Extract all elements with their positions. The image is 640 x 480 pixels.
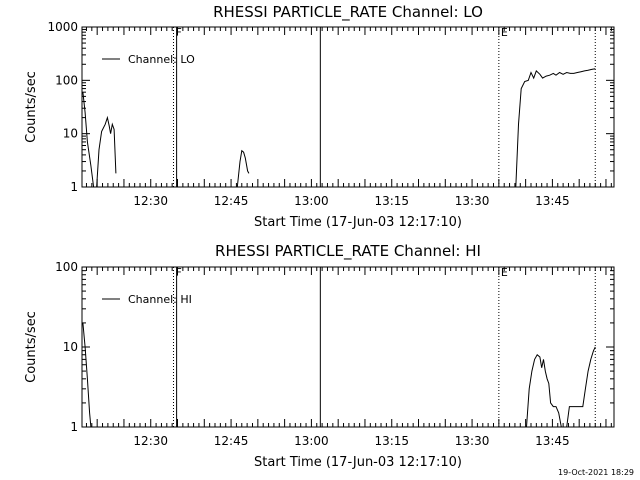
y-tick-label: 100 [55, 260, 78, 274]
x-tick-label: 13:15 [374, 434, 409, 448]
y-axis-label: Counts/sec [24, 311, 39, 383]
chart-panel-hi: RHESSI PARTICLE_RATE Channel: HI F E 12:30 1… [24, 242, 615, 470]
x-tick-label: 13:15 [374, 194, 409, 208]
chart-title: RHESSI PARTICLE_RATE Channel: LO [213, 3, 483, 22]
x-tick-label: 12:45 [214, 194, 249, 208]
marker-label-f: F [175, 266, 181, 279]
y-tick-label: 10 [63, 127, 78, 141]
marker-label-e: E [501, 26, 508, 39]
chart-title: RHESSI PARTICLE_RATE Channel: HI [215, 242, 481, 261]
legend: Channel: HI [102, 293, 192, 306]
y-tick-label: 1000 [47, 20, 78, 34]
x-tick-label: 13:45 [535, 434, 570, 448]
y-tick-label: 100 [55, 73, 78, 87]
y-axis-label: Counts/sec [24, 71, 39, 143]
series-line-segment-0 [82, 322, 92, 427]
plot-frame [81, 26, 615, 188]
series-line-segment-1 [526, 346, 596, 427]
y-tick-label: 1 [70, 180, 78, 194]
x-tick-label: 13:30 [455, 434, 490, 448]
marker-label-f: F [175, 26, 181, 39]
x-axis-label: Start Time (17-Jun-03 12:17:10) [254, 455, 462, 470]
x-tick-label: 13:30 [455, 194, 490, 208]
plot-frame [81, 266, 615, 428]
legend-label: Channel: HI [128, 293, 192, 306]
x-tick-label: 12:30 [133, 194, 168, 208]
footer-timestamp: 19-Oct-2021 18:29 [558, 468, 634, 477]
marker-label-e: E [501, 266, 508, 279]
x-tick-label: 13:45 [535, 194, 570, 208]
legend: Channel: LO [102, 53, 195, 66]
series-line-segment-2 [515, 68, 596, 187]
chart-panel-lo: RHESSI PARTICLE_RATE Channel: LO F E 12:30 1… [24, 3, 615, 230]
x-tick-label: 12:30 [133, 434, 168, 448]
x-axis-label: Start Time (17-Jun-03 12:17:10) [254, 215, 462, 230]
x-tick-label: 13:00 [294, 194, 329, 208]
legend-label: Channel: LO [128, 53, 195, 66]
y-tick-label: 10 [63, 340, 78, 354]
y-tick-label: 1 [70, 420, 78, 434]
x-tick-label: 12:45 [214, 434, 249, 448]
series-line-segment-0 [82, 92, 117, 187]
x-tick-label: 13:00 [294, 434, 329, 448]
series-line-segment-1 [236, 149, 250, 187]
